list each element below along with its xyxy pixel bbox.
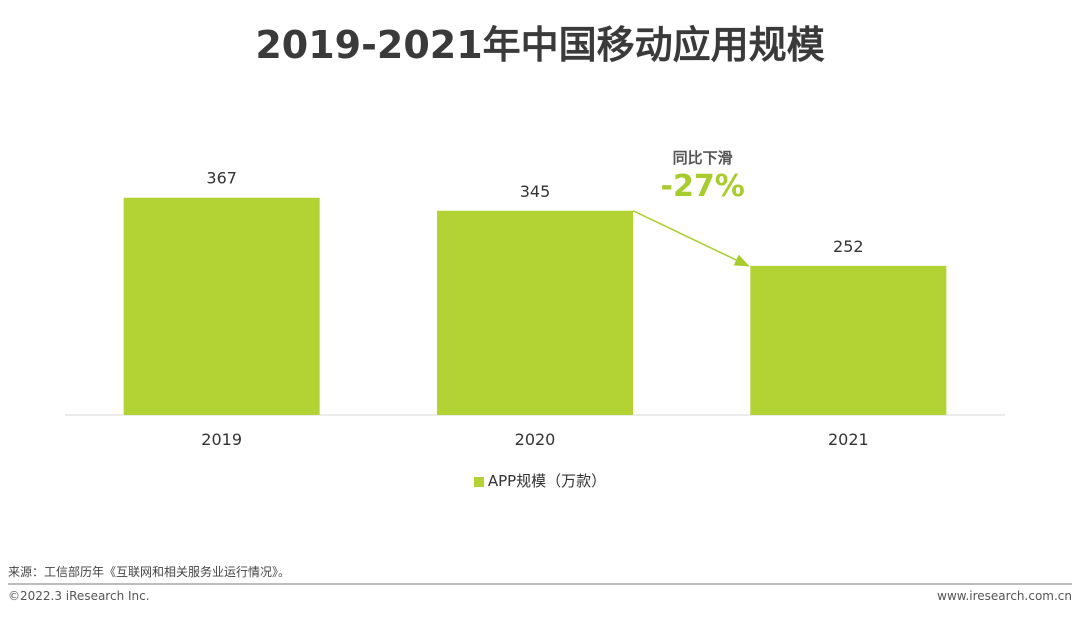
bar-chart: 367 2019 345 2020 252 2021 同比下滑 -27% <box>65 149 1005 449</box>
decline-arrow <box>632 210 750 267</box>
annotation-label: 同比下滑 <box>673 149 733 167</box>
bar-2020 <box>437 210 633 415</box>
tick-label-2020: 2020 <box>515 430 556 449</box>
chart-title: 2019-2021年中国移动应用规模 <box>255 23 825 67</box>
copyright: ©2022.3 iResearch Inc. <box>8 589 150 603</box>
legend: APP规模（万款） <box>0 470 1080 491</box>
data-label-2019: 367 <box>206 169 237 188</box>
bar-2019 <box>123 197 320 415</box>
bar-2021 <box>750 265 947 415</box>
data-label-2020: 345 <box>520 182 551 201</box>
legend-label: APP规模（万款） <box>487 472 607 490</box>
data-label-2021: 252 <box>833 237 864 256</box>
source-note: 来源：工信部历年《互联网和相关服务业运行情况》。 <box>8 565 291 579</box>
footer-divider <box>8 583 1072 585</box>
annotation-value: -27% <box>661 169 745 204</box>
website-link[interactable]: www.iresearch.com.cn <box>937 589 1072 603</box>
legend-swatch <box>473 476 484 487</box>
tick-label-2019: 2019 <box>201 430 242 449</box>
tick-label-2021: 2021 <box>828 430 869 449</box>
